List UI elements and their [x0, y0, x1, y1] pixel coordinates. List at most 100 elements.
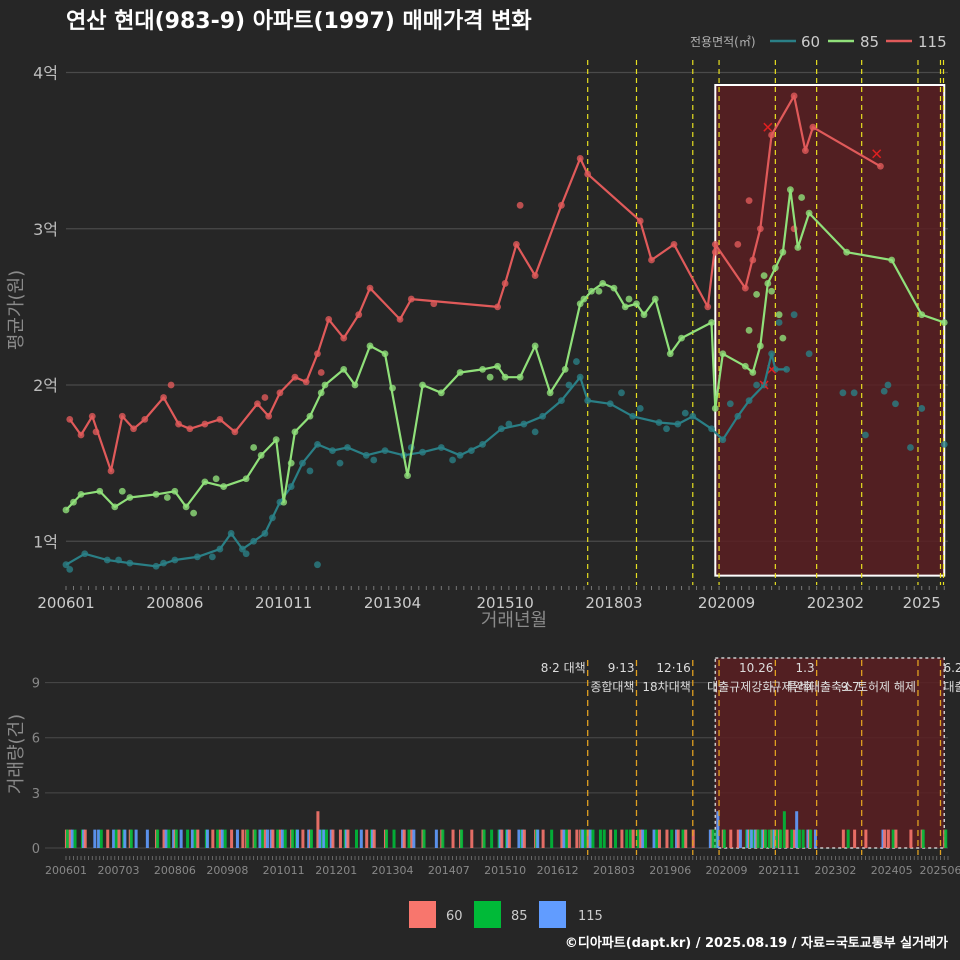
volume-bar-60	[729, 829, 733, 848]
volume-bar-85	[385, 829, 389, 848]
volume-bar-60	[68, 829, 72, 848]
volume-policy-label: 9·13	[608, 661, 635, 675]
volume-bar-85	[223, 829, 227, 848]
price-cancelled-mark	[872, 149, 882, 159]
volume-bar-60	[522, 829, 526, 848]
volume-bar-85	[407, 829, 411, 848]
volume-bar-85	[756, 829, 760, 848]
price-point-60	[573, 358, 580, 365]
volume-policy-label: 1.3	[796, 661, 815, 675]
volume-bar-115	[746, 829, 750, 848]
volume-y-tick-label: 3	[32, 787, 40, 802]
price-point-60	[862, 431, 869, 439]
volume-bar-115	[220, 829, 224, 848]
volume-bar-85	[167, 829, 171, 848]
volume-x-tick-label: 201803	[593, 864, 635, 877]
volume-bar-85	[253, 829, 257, 848]
price-point-60	[66, 565, 74, 573]
volume-bar-60	[620, 829, 624, 848]
volume-x-tick-label: 201612	[537, 864, 579, 877]
volume-bar-60	[507, 829, 511, 848]
volume-bar-115	[172, 829, 176, 848]
volume-bar-85	[490, 829, 494, 848]
price-x-tick-label: 201011	[255, 594, 312, 612]
price-point-85	[753, 290, 760, 298]
price-point-85	[595, 287, 603, 295]
volume-bar-115	[344, 829, 348, 848]
price-point-60	[531, 428, 539, 436]
volume-bar-115	[179, 829, 183, 848]
price-point-60	[370, 456, 378, 464]
volume-bar-85	[422, 829, 426, 848]
price-point-60	[663, 425, 670, 433]
price-point-60	[636, 405, 644, 412]
price-point-115	[745, 197, 753, 205]
volume-bar-115	[562, 829, 566, 848]
volume-y-tick-label: 0	[32, 842, 40, 857]
volume-policy-label: 10.26	[739, 661, 773, 675]
volume-bar-85	[944, 829, 948, 848]
volume-policy-label: 종합대책	[590, 679, 634, 694]
volume-bar-115	[280, 829, 284, 848]
volume-bar-85	[309, 829, 313, 848]
volume-bar-60	[560, 829, 564, 848]
volume-x-tick-label: 202506	[919, 864, 960, 877]
legend-label-115: 115	[918, 33, 947, 51]
volume-axes: 200601 200703 200806 200908 201011 201201 2013…	[45, 856, 960, 877]
volume-bar-115	[675, 829, 679, 848]
price-point-85	[212, 475, 220, 483]
volume-x-tick-label: 201510	[484, 864, 526, 877]
price-cancelled-mark	[763, 122, 773, 132]
volume-bar-85	[565, 829, 569, 848]
volume-x-tick-label: 202405	[871, 864, 913, 877]
volume-bar-115	[318, 829, 322, 848]
volume-bar-85	[722, 829, 726, 848]
volume-bar-85	[921, 829, 925, 848]
volume-bar-85	[809, 829, 813, 848]
price-point-85	[760, 272, 768, 280]
volume-bar-60	[657, 829, 661, 848]
volume-bar-60	[271, 829, 275, 848]
volume-bar-115	[750, 829, 754, 848]
price-point-115	[167, 381, 175, 389]
volume-bar-60	[402, 829, 406, 848]
volume-policy-label: 8·2 대책	[541, 660, 586, 675]
volume-bar-60	[241, 829, 245, 848]
price-point-60	[884, 381, 892, 389]
volume-bar-115	[322, 829, 326, 848]
volume-bar-115	[581, 829, 585, 848]
volume-bar-115	[738, 829, 742, 848]
volume-bar-60	[278, 829, 282, 848]
price-point-60	[805, 350, 813, 358]
volume-bar-60	[676, 829, 680, 848]
volume-bar-85	[550, 829, 554, 848]
volume-bar-60	[639, 829, 643, 848]
volume-highlight-box	[714, 657, 945, 849]
price-highlight-region	[714, 84, 946, 577]
volume-bar-115	[753, 829, 757, 848]
price-point-85	[798, 194, 806, 201]
volume-bar-60	[864, 829, 868, 848]
price-point-60	[880, 387, 888, 395]
volume-policy-label: 6.27	[943, 661, 960, 675]
volume-bar-115	[258, 829, 262, 848]
price-point-85	[625, 295, 633, 303]
volume-bar-115	[205, 829, 209, 848]
volume-bar-85	[276, 829, 280, 848]
price-x-tick-label: 201510	[476, 594, 533, 612]
legend-bar-swatch-115	[539, 901, 566, 928]
volume-bar-85	[324, 829, 328, 848]
volume-bar-115	[123, 829, 127, 848]
volume-bar-115	[434, 829, 438, 848]
price-point-85	[486, 373, 494, 381]
volume-bar-115	[401, 829, 405, 848]
volume-bar-60	[410, 829, 414, 848]
volume-bar-115	[112, 829, 116, 848]
volume-bar-115	[716, 811, 720, 848]
volume-bar-115	[145, 829, 149, 848]
volume-x-tick-label: 201906	[649, 864, 691, 877]
volume-bar-115	[164, 829, 168, 848]
price-grid: 1억 2억 3억 4억	[33, 64, 948, 551]
volume-bar-115	[93, 829, 97, 848]
volume-bar-60	[684, 829, 688, 848]
